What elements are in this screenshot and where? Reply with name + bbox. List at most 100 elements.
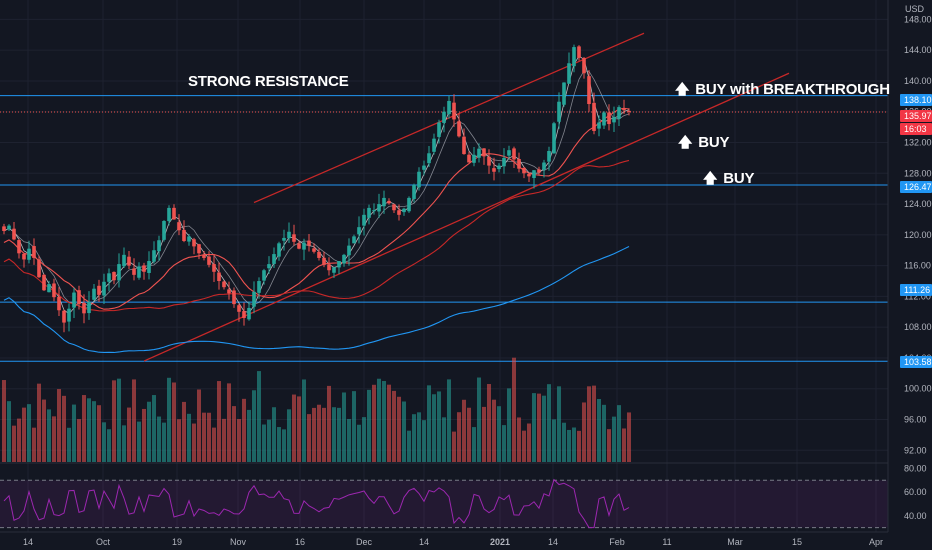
- candle-body: [42, 274, 46, 291]
- time-axis-label: 14: [548, 537, 558, 547]
- candle-body: [457, 121, 461, 137]
- volume-bar: [397, 396, 401, 462]
- price-badge-label: 126.47: [904, 182, 932, 192]
- time-axis[interactable]: 14 Oct 19 Nov 16 Dec 14 2021 14 Feb 11 Mar 15 Apr: [23, 537, 883, 547]
- price-axis-label: 108.00: [904, 322, 932, 332]
- candle-body: [322, 257, 326, 265]
- rsi-axis-label: 80.00: [904, 463, 927, 473]
- price-axis-label: 116.00: [904, 261, 931, 271]
- price-badges: 138.10 135.97 16:03 126.47 111.26 103.58: [900, 94, 932, 368]
- volume-bar: [487, 384, 491, 462]
- volume-bar: [197, 389, 201, 462]
- volume-bar: [57, 389, 61, 462]
- volume-bar: [177, 419, 181, 462]
- volume-bar: [267, 419, 271, 462]
- candle-body: [582, 58, 586, 74]
- candle-body: [367, 207, 371, 218]
- candle-body: [417, 171, 421, 188]
- price-axis-label: 112.00: [904, 291, 931, 301]
- rsi-band: [0, 480, 888, 528]
- volume-bar: [412, 414, 416, 462]
- moving-average-line: [3, 159, 630, 312]
- price-axis-label: 132.00: [904, 138, 932, 148]
- volume-bar: [362, 417, 366, 462]
- volume-bar: [627, 412, 631, 462]
- candle-body: [7, 225, 11, 230]
- volume-bar: [497, 406, 501, 462]
- candle-body: [137, 266, 141, 278]
- time-axis-label: 11: [662, 537, 671, 547]
- volume-bar: [467, 407, 471, 462]
- candle-body: [567, 63, 571, 84]
- volume-bar: [112, 380, 116, 462]
- volume-bar: [532, 393, 536, 462]
- volume-bar: [327, 385, 331, 462]
- candle-body: [482, 148, 486, 157]
- volume-bar: [182, 401, 186, 462]
- candle-body: [212, 264, 216, 272]
- volume-bar: [357, 424, 361, 462]
- up-arrow-icon: 🡅: [703, 170, 718, 186]
- volume-bar: [562, 422, 566, 462]
- candle-body: [307, 240, 311, 246]
- volume-bar: [157, 416, 161, 462]
- price-badge-label: 103.58: [904, 357, 932, 367]
- candle-body: [197, 244, 201, 254]
- volume-bar: [452, 431, 456, 462]
- candle-body: [77, 290, 81, 305]
- currency-label: USD: [905, 4, 925, 14]
- volume-bar: [302, 379, 306, 462]
- volume-bar: [187, 413, 191, 462]
- candle-body: [337, 261, 341, 268]
- candle-body: [377, 204, 381, 212]
- volume-bar: [567, 429, 571, 462]
- price-axis-label: 128.00: [904, 168, 932, 178]
- candle-body: [227, 289, 231, 294]
- candle-body: [292, 234, 296, 242]
- candle-body: [422, 165, 426, 170]
- rsi-axis-label: 60.00: [904, 487, 927, 497]
- volume-bar: [192, 423, 196, 462]
- volume-bar: [207, 412, 211, 462]
- candle-body: [382, 197, 386, 207]
- candle-body: [302, 242, 306, 250]
- candle-body: [487, 156, 491, 166]
- price-badge-bg: [900, 110, 932, 122]
- volume-bar: [297, 396, 301, 462]
- candle-body: [117, 264, 121, 281]
- candle-body: [437, 122, 441, 137]
- time-axis-label: Apr: [869, 537, 883, 547]
- candle-body: [602, 112, 606, 126]
- volume-bar: [202, 412, 206, 462]
- candle-body: [352, 236, 356, 244]
- candle-body: [402, 208, 406, 213]
- price-axis-label: 120.00: [904, 230, 932, 240]
- price-badge-bg: [900, 94, 932, 106]
- volume-bar: [222, 418, 226, 462]
- volume-bar: [257, 371, 261, 462]
- candle-body: [492, 168, 496, 172]
- candle-body: [87, 301, 91, 314]
- candle-body: [392, 204, 396, 211]
- volume-bar: [72, 404, 76, 462]
- time-axis-label: 15: [792, 537, 802, 547]
- rsi-pane: [0, 478, 888, 529]
- volume-bar: [97, 405, 101, 462]
- candle-body: [452, 102, 456, 120]
- volume-bar: [67, 427, 71, 462]
- time-axis-label: Oct: [96, 537, 111, 547]
- price-badge-label: 111.26: [904, 285, 930, 295]
- volume-bar: [572, 427, 576, 462]
- candle-body: [507, 150, 511, 156]
- volume-bar: [557, 386, 561, 462]
- price-badge-bg: [900, 181, 932, 193]
- volume-bar: [547, 384, 551, 462]
- candle-body: [527, 174, 531, 177]
- volume-bar: [587, 386, 591, 462]
- volume-bar: [127, 407, 131, 462]
- candle-body: [342, 254, 346, 264]
- candle-body: [517, 158, 521, 169]
- candle-body: [57, 296, 61, 311]
- candle-body: [182, 229, 186, 242]
